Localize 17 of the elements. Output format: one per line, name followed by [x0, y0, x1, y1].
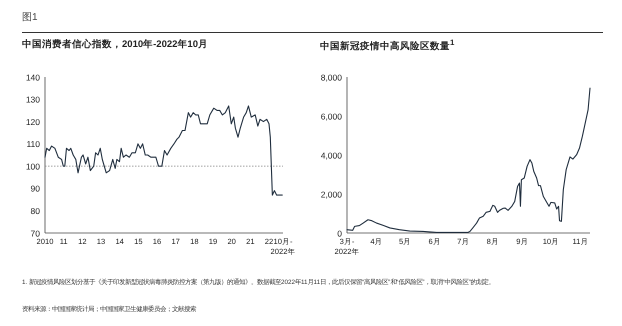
y-tick-label: 80: [30, 206, 40, 216]
y-tick-label: 100: [26, 161, 40, 172]
y-tick-label: 6,000: [320, 111, 342, 122]
y-tick-label: 90: [30, 184, 40, 194]
chart-title: 中国消费者信心指数，2010年-2022年10月: [22, 38, 208, 51]
y-tick-label: 70: [30, 228, 40, 238]
y-tick-label: 130: [26, 94, 40, 105]
caption: 图1: [22, 11, 38, 24]
line-series: [44, 105, 283, 196]
y-tick-label: 4,000: [320, 150, 342, 160]
chart-title: 中国新冠疫情中高风险区数量$^{1}$: [320, 38, 454, 54]
y-tick-label: 110: [26, 139, 40, 150]
y-tick-label: 2,000: [320, 189, 342, 200]
y-tick-label: 120: [26, 116, 40, 127]
y-tick-label: 8,000: [320, 72, 342, 82]
y-tick-label: 140: [26, 72, 40, 82]
y-tick-label: 0: [337, 228, 342, 238]
